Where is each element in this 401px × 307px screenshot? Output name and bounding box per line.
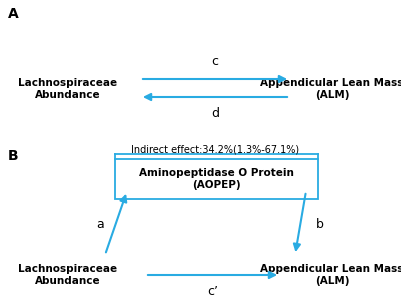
Text: c’: c’ <box>207 285 219 298</box>
Text: c: c <box>211 55 219 68</box>
Text: Lachnospiraceae
Abundance: Lachnospiraceae Abundance <box>18 78 117 100</box>
Text: Aminopeptidase O Protein
(AOPEP): Aminopeptidase O Protein (AOPEP) <box>139 168 294 190</box>
Text: Appendicular Lean Mass
(ALM): Appendicular Lean Mass (ALM) <box>260 78 401 100</box>
Text: b: b <box>316 219 324 231</box>
Text: Appendicular Lean Mass
(ALM): Appendicular Lean Mass (ALM) <box>260 264 401 286</box>
Text: B: B <box>8 149 18 163</box>
Text: a: a <box>96 219 104 231</box>
Text: Indirect effect:34.2%(1.3%-67.1%): Indirect effect:34.2%(1.3%-67.1%) <box>131 144 299 154</box>
Text: Lachnospiraceae
Abundance: Lachnospiraceae Abundance <box>18 264 117 286</box>
Text: A: A <box>8 7 19 21</box>
Bar <box>115 159 318 199</box>
Text: d: d <box>211 107 219 120</box>
